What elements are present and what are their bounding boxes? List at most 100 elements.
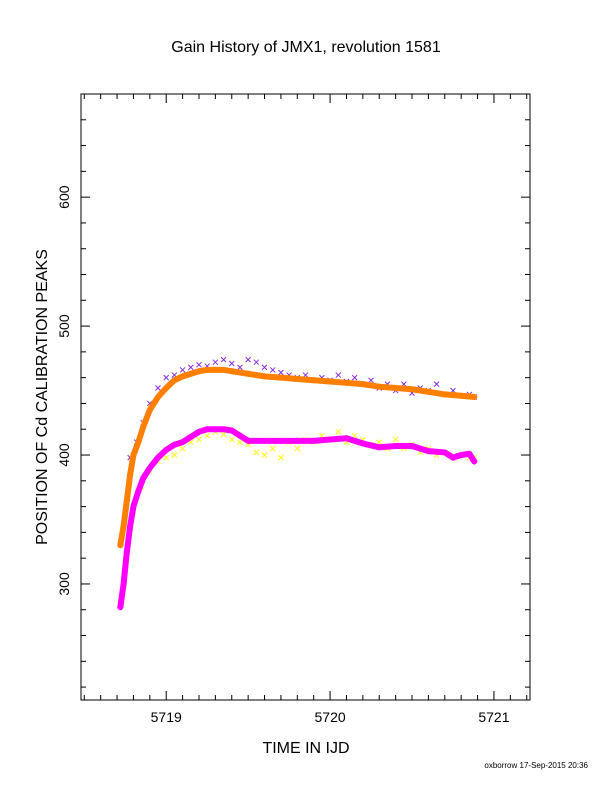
- data-point: [392, 442, 399, 449]
- data-point: [130, 503, 137, 510]
- data-point: [220, 356, 227, 363]
- data-point: [269, 445, 276, 452]
- data-point: [135, 488, 142, 495]
- data-point: [120, 522, 127, 529]
- data-point: [237, 364, 243, 371]
- y-tick-label: 500: [56, 314, 72, 338]
- data-point: [351, 374, 358, 381]
- data-point: [228, 427, 235, 434]
- data-point: [212, 359, 219, 366]
- data-point: [343, 379, 350, 386]
- data-point: [359, 440, 366, 447]
- data-point: [171, 452, 178, 458]
- data-point: [261, 437, 268, 444]
- data-point: [187, 433, 194, 440]
- data-point: [471, 394, 478, 400]
- y-axis-label: POSITION OF Cd CALIBRATION PEAKS: [34, 249, 51, 545]
- data-point: [220, 366, 227, 373]
- y-tick-label: 300: [56, 572, 72, 596]
- data-point: [171, 441, 178, 448]
- data-point: [261, 373, 268, 380]
- data-point: [179, 439, 186, 446]
- data-point: [237, 439, 243, 445]
- x-tick-label: 5719: [151, 709, 182, 725]
- series-layer: [117, 356, 478, 611]
- data-point: [212, 426, 219, 433]
- data-point: [204, 366, 211, 373]
- data-point: [253, 359, 260, 366]
- data-point: [245, 370, 252, 377]
- data-point: [187, 364, 194, 371]
- data-point: [335, 428, 342, 435]
- data-point: [425, 448, 432, 455]
- data-point: [278, 454, 284, 461]
- data-point: [245, 437, 252, 444]
- data-point: [294, 375, 301, 382]
- data-point: [212, 366, 219, 373]
- data-point: [433, 381, 440, 387]
- data-point: [310, 377, 317, 384]
- data-point: [278, 369, 284, 376]
- data-point: [327, 436, 334, 443]
- data-point: [277, 374, 284, 381]
- axis-ticks: 5719 5720 5721 300 400 500 600: [56, 93, 530, 725]
- data-point: [196, 361, 202, 368]
- data-point: [155, 454, 162, 461]
- data-point: [146, 406, 153, 413]
- data-point: [449, 454, 456, 461]
- data-point: [471, 458, 478, 465]
- data-point: [409, 386, 416, 393]
- data-point: [466, 450, 473, 457]
- data-point: [359, 381, 366, 388]
- data-point: [409, 442, 416, 449]
- x-tick-label: 5720: [315, 709, 346, 725]
- data-point: [253, 449, 260, 456]
- data-point: [155, 394, 162, 400]
- data-point: [458, 452, 465, 459]
- data-point: [195, 428, 202, 435]
- y-tick-label: 400: [56, 443, 72, 467]
- series-line: [117, 426, 478, 611]
- data-point: [220, 431, 227, 438]
- data-point: [327, 378, 334, 385]
- data-point: [269, 367, 276, 373]
- data-point: [228, 368, 235, 375]
- data-point: [376, 383, 383, 390]
- data-point: [376, 439, 383, 445]
- series-3: [117, 366, 478, 549]
- data-point: [441, 391, 448, 398]
- data-point: [425, 388, 432, 395]
- data-point: [140, 475, 147, 482]
- data-point: [310, 437, 317, 444]
- data-point: [179, 367, 186, 373]
- data-point: [196, 436, 202, 443]
- data-point: [163, 446, 170, 453]
- chart-title: Gain History of JMX1, revolution 1581: [171, 39, 441, 56]
- data-point: [155, 385, 161, 391]
- data-point: [127, 471, 134, 478]
- plot-frame: [80, 93, 531, 701]
- data-point: [261, 452, 268, 458]
- data-point: [368, 377, 374, 384]
- series-4: [117, 426, 478, 611]
- data-point: [123, 548, 130, 555]
- data-point: [130, 452, 137, 459]
- data-point: [392, 436, 399, 443]
- data-point: [123, 497, 130, 504]
- data-point: [277, 437, 284, 444]
- data-point: [228, 360, 235, 367]
- data-point: [204, 432, 211, 439]
- data-point: [220, 426, 227, 433]
- data-point: [294, 445, 301, 452]
- data-point: [120, 580, 127, 587]
- data-point: [458, 392, 465, 399]
- data-point: [335, 372, 342, 378]
- data-point: [127, 522, 134, 529]
- data-point: [294, 437, 301, 444]
- series-line: [117, 366, 478, 549]
- data-point: [376, 444, 383, 451]
- data-point: [140, 423, 147, 430]
- plot-area: 5719 5720 5721 300 400 500 600: [56, 93, 531, 725]
- data-point: [441, 449, 448, 456]
